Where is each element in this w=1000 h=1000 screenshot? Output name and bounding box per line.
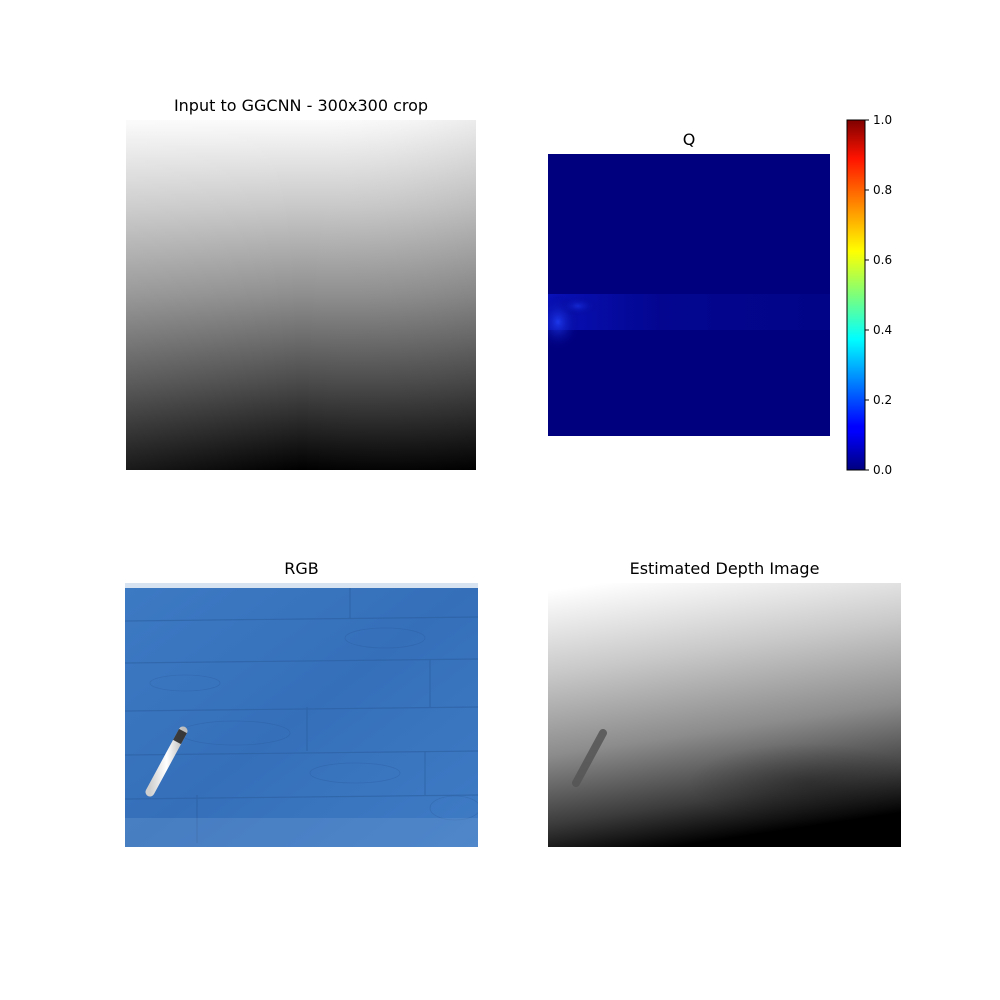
depth-pen-object [572, 729, 607, 787]
colorbar-tick-label: 0.4 [873, 323, 892, 337]
title-input-ggcnn: Input to GGCNN - 300x300 crop [173, 96, 429, 115]
colorbar-tick-label: 1.0 [873, 114, 892, 127]
q-heatmap [548, 154, 830, 436]
title-q: Q [682, 130, 696, 149]
colorbar-tick-label: 0.8 [873, 183, 892, 197]
title-estimated-depth: Estimated Depth Image [629, 559, 820, 578]
colorbar-tick-label: 0.0 [873, 463, 892, 477]
colorbar-gradient [846, 119, 866, 471]
title-rgb: RGB [284, 559, 319, 578]
colorbar-tick-label: 0.2 [873, 393, 892, 407]
colorbar-tick-label: 0.6 [873, 253, 892, 267]
rgb-image [125, 583, 478, 847]
estimated-depth-image [548, 583, 901, 847]
q-colorbar: 0.0 0.2 0.4 0.6 0.8 1.0 [846, 114, 892, 477]
input-depth-image [126, 120, 476, 470]
